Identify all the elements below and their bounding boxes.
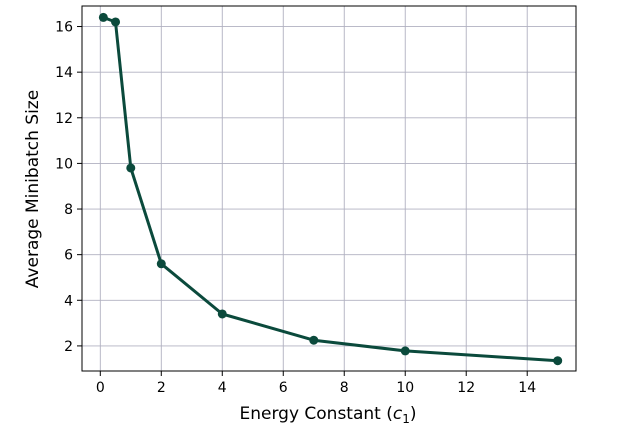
y-axis-label: Average Minibatch Size xyxy=(23,90,43,288)
x-tick-label: 4 xyxy=(218,380,227,396)
y-tick-label: 4 xyxy=(64,293,73,309)
data-point xyxy=(126,163,136,173)
grid xyxy=(82,6,576,371)
x-axis-label-text: Energy Constant ( xyxy=(239,404,392,424)
x-tick-label: 6 xyxy=(279,380,288,396)
series-line xyxy=(102,15,558,363)
data-point xyxy=(309,335,319,345)
plot-frame xyxy=(81,5,577,372)
y-tick-label: 2 xyxy=(64,339,73,355)
y-axis: 2 4 6 8 10 12 14 16 xyxy=(55,20,82,355)
x-axis-label: Energy Constant (c1) xyxy=(239,404,416,425)
y-tick-label: 16 xyxy=(55,20,73,36)
series-layer xyxy=(98,12,563,366)
x-axis-label-subscript: 1 xyxy=(402,412,410,425)
y-tick-label: 6 xyxy=(64,248,73,264)
data-point xyxy=(98,12,108,22)
data-point xyxy=(400,346,410,356)
data-point xyxy=(217,309,227,319)
data-point xyxy=(156,259,166,269)
y-tick-label: 8 xyxy=(64,202,73,218)
x-axis: 0 2 4 6 8 10 12 14 xyxy=(96,371,536,396)
x-tick-label: 2 xyxy=(157,380,166,396)
y-tick-label: 14 xyxy=(55,65,73,81)
x-axis-label-variable: c xyxy=(393,404,403,424)
x-tick-label: 14 xyxy=(518,380,536,396)
x-tick-label: 0 xyxy=(96,380,105,396)
x-tick-label: 10 xyxy=(396,380,414,396)
x-tick-label: 12 xyxy=(457,380,475,396)
x-tick-label: 8 xyxy=(340,380,349,396)
y-tick-label: 12 xyxy=(55,111,73,127)
data-point xyxy=(111,17,121,27)
x-axis-label-end: ) xyxy=(410,404,417,424)
data-point xyxy=(553,356,563,366)
y-tick-label: 10 xyxy=(55,156,73,172)
